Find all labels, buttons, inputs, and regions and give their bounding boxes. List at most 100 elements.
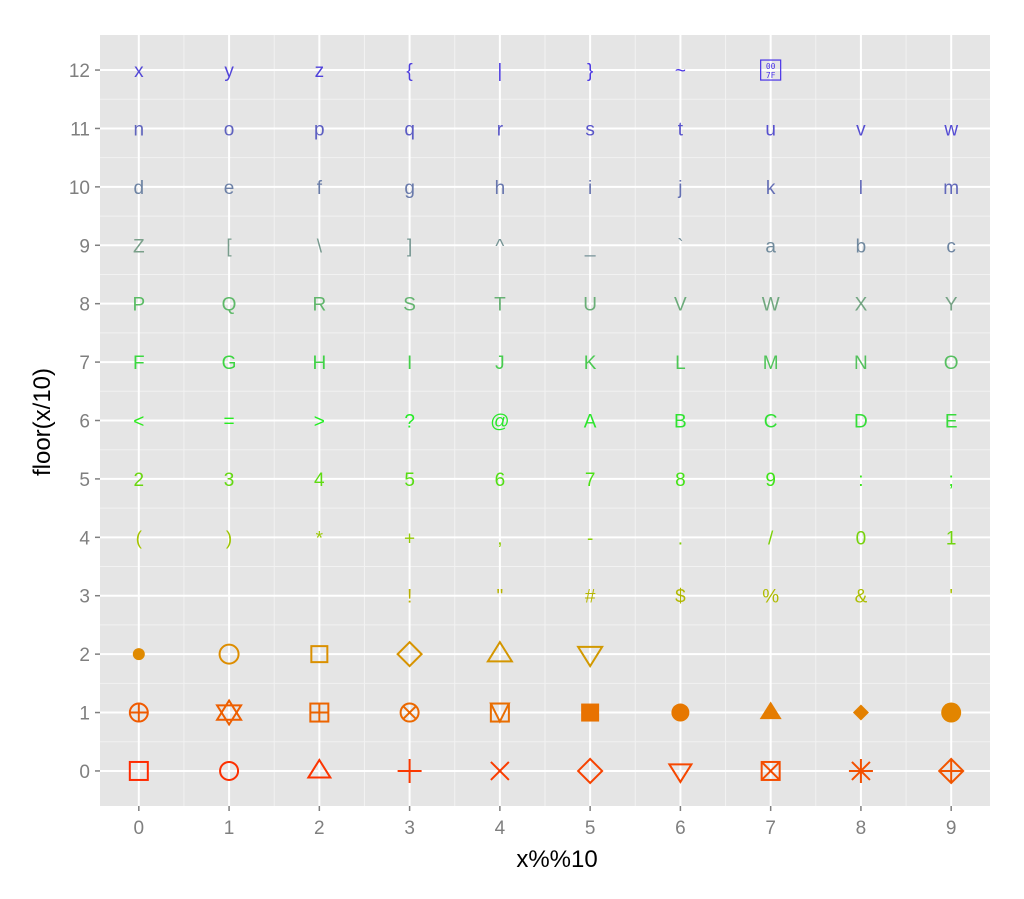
x-tick-label: 0 — [134, 818, 145, 839]
point-char: S — [403, 295, 416, 316]
point-char: W — [762, 295, 780, 316]
point-plus — [397, 758, 422, 783]
point-square-filled — [581, 703, 600, 722]
point-char: ) — [226, 528, 232, 549]
point-char: q — [404, 119, 415, 140]
point-star — [848, 758, 873, 783]
y-tick-label: 5 — [79, 470, 90, 491]
point-char: y — [224, 61, 234, 82]
x-tick-label: 9 — [946, 818, 957, 839]
point-circle-open-large — [218, 643, 240, 665]
point-triangle-open-large — [486, 640, 514, 663]
point-char: B — [674, 412, 687, 433]
x-tick-label: 8 — [856, 818, 867, 839]
point-circle-filled-large — [941, 702, 962, 723]
point-char: / — [768, 528, 774, 549]
x-tick-label: 7 — [765, 818, 776, 839]
y-tick-label: 8 — [79, 295, 90, 316]
point-char: I — [407, 353, 412, 374]
point-char: Y — [945, 295, 958, 316]
point-char: 6 — [495, 470, 506, 491]
y-tick-label: 4 — [79, 528, 90, 549]
point-char: f — [317, 178, 323, 199]
y-axis-label: floor(x/10) — [29, 367, 56, 477]
point-char: p — [314, 119, 325, 140]
point-diamond-filled-small — [852, 704, 869, 721]
point-char: D — [854, 412, 868, 433]
point-char: _ — [584, 236, 596, 257]
y-tick-label: 9 — [79, 236, 90, 257]
point-char: L — [675, 353, 686, 374]
point-circle-open — [219, 760, 240, 781]
point-char: < — [133, 412, 144, 433]
point-diamond-plus — [937, 757, 965, 785]
y-tick-label: 7 — [79, 353, 90, 374]
point-char: 3 — [224, 470, 235, 491]
x-axis-label: x%%10 — [516, 846, 598, 873]
point-char: ' — [949, 587, 953, 608]
point-char: 1 — [946, 528, 957, 549]
y-tick-label: 10 — [69, 178, 90, 199]
point-char: O — [944, 353, 959, 374]
point-char: & — [855, 587, 868, 608]
point-char: x — [134, 61, 144, 82]
x-tick-label: 1 — [224, 818, 235, 839]
point-char: H — [312, 353, 326, 374]
point-char: G — [222, 353, 237, 374]
x-tick-label: 6 — [675, 818, 686, 839]
y-tick-label: 12 — [69, 61, 90, 82]
point-char: ^ — [495, 236, 504, 257]
point-char: C — [764, 412, 778, 433]
point-char: Z — [133, 236, 145, 257]
point-char: J — [495, 353, 505, 374]
point-char: ! — [407, 587, 412, 608]
point-char: t — [678, 119, 684, 140]
point-char: N — [854, 353, 868, 374]
point-char: ~ — [675, 61, 686, 82]
point-char: e — [224, 178, 235, 199]
point-char: d — [134, 178, 145, 199]
point-char: k — [766, 178, 776, 199]
point-char: l — [859, 178, 863, 199]
point-char: | — [497, 61, 502, 82]
y-tick-label: 6 — [79, 412, 90, 433]
point-char: T — [494, 295, 506, 316]
point-char: 2 — [134, 470, 145, 491]
point-char: z — [315, 61, 325, 82]
point-char: . — [678, 528, 683, 549]
point-square-triangle — [489, 702, 511, 724]
point-char: n — [134, 119, 145, 140]
point-char: E — [945, 412, 958, 433]
point-diamond-open-large — [396, 640, 424, 668]
point-char: b — [856, 236, 867, 257]
point-char: o — [224, 119, 235, 140]
point-circle-filled — [671, 703, 690, 722]
point-triangle-open — [306, 758, 333, 779]
point-char: ? — [404, 412, 415, 433]
point-char: i — [588, 178, 592, 199]
point-char: m — [943, 178, 959, 199]
point-char: % — [762, 587, 779, 608]
point-char: U — [583, 295, 597, 316]
y-tick-label: 1 — [79, 704, 90, 725]
point-char: h — [495, 178, 506, 199]
point-char: K — [584, 353, 597, 374]
point-char: } — [587, 61, 593, 82]
point-triangle-down-open — [667, 763, 694, 784]
point-char: ` — [677, 236, 683, 257]
point-char: g — [404, 178, 415, 199]
y-tick-label: 11 — [70, 119, 90, 140]
point-char: [ — [226, 236, 232, 257]
point-char: V — [674, 295, 687, 316]
point-char: a — [765, 236, 776, 257]
x-tick-label: 4 — [495, 818, 506, 839]
point-char: * — [316, 528, 324, 549]
point-char: @ — [490, 412, 509, 433]
point-char: $ — [675, 587, 686, 608]
point-char: v — [856, 119, 866, 140]
point-char: w — [943, 119, 958, 140]
point-char: - — [587, 528, 593, 549]
